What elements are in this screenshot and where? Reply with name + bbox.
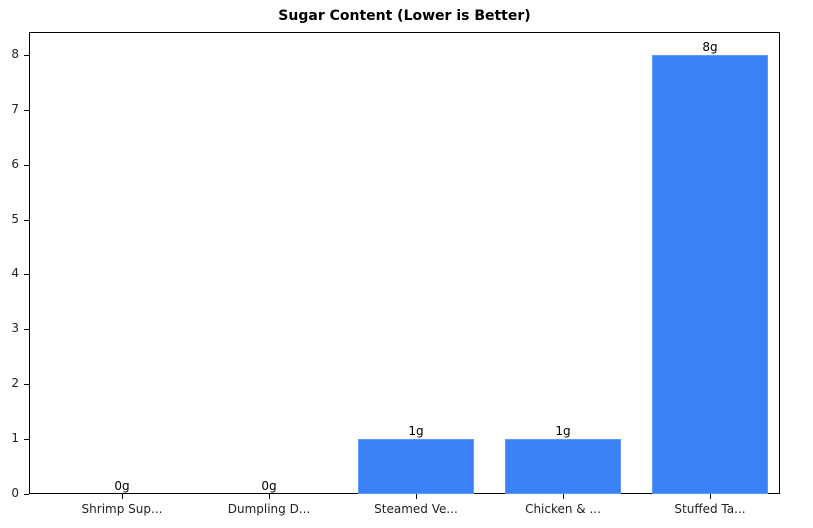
y-tick-label: 5 [11, 211, 19, 226]
y-tick [24, 164, 29, 166]
y-tick [24, 439, 29, 441]
bar-value-label: 1g [555, 424, 571, 439]
y-tick [24, 494, 29, 495]
x-tick-label: Steamed Ve... [374, 502, 458, 516]
x-tick [710, 494, 711, 499]
y-tick-label: 4 [11, 266, 19, 281]
y-tick [24, 274, 29, 276]
y-tick [24, 54, 29, 56]
y-tick [24, 109, 29, 111]
y-tick-label: 1 [11, 431, 19, 446]
x-tick [269, 494, 270, 499]
y-tick-label: 0 [11, 486, 19, 500]
y-tick-label: 7 [11, 101, 19, 116]
y-tick-label: 2 [11, 376, 19, 391]
x-tick [122, 494, 123, 499]
bar-value-label: 0g [114, 479, 130, 493]
x-tick-label: Shrimp Sup... [81, 502, 163, 516]
x-tick-label: Dumpling D... [227, 502, 311, 516]
bar [358, 439, 474, 494]
bar-value-label: 1g [408, 424, 424, 439]
y-tick-label: 3 [11, 321, 19, 336]
bar [505, 439, 621, 494]
x-tick [416, 494, 417, 499]
bar-value-label: 0g [261, 479, 277, 493]
bar-value-label: 8g [702, 39, 718, 54]
y-tick [24, 384, 29, 386]
bar [652, 54, 768, 494]
y-tick [24, 219, 29, 221]
x-tick-label: Stuffed Ta... [674, 502, 746, 516]
y-tick-label: 8 [11, 46, 19, 61]
x-tick [563, 494, 564, 499]
y-tick [24, 329, 29, 331]
x-tick-label: Chicken & ... [525, 502, 601, 516]
y-tick-label: 6 [11, 156, 19, 171]
chart-title: Sugar Content (Lower is Better) [278, 8, 531, 24]
